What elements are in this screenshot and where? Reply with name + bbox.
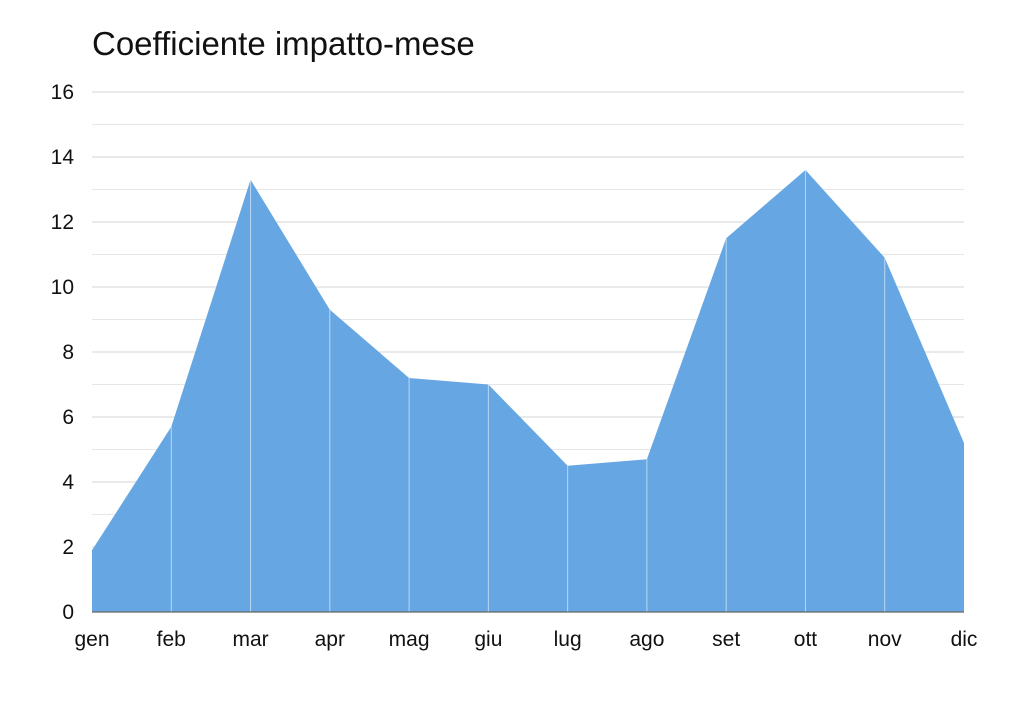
y-tick-label: 12 bbox=[51, 211, 74, 234]
x-tick-label: nov bbox=[868, 628, 902, 651]
y-tick-label: 4 bbox=[62, 471, 74, 494]
x-tick-label: lug bbox=[554, 628, 582, 651]
x-tick-label: mar bbox=[232, 628, 268, 651]
y-tick-label: 10 bbox=[51, 276, 74, 299]
y-tick-label: 6 bbox=[62, 406, 74, 429]
y-tick-label: 8 bbox=[62, 341, 74, 364]
y-tick-labels: 0 2 4 6 8 10 12 14 16 bbox=[51, 81, 75, 624]
x-tick-label: dic bbox=[951, 628, 978, 651]
y-tick-label: 0 bbox=[62, 601, 74, 624]
x-tick-label: giu bbox=[474, 628, 502, 651]
series-area bbox=[92, 170, 964, 612]
x-tick-label: ott bbox=[794, 628, 818, 651]
x-tick-label: set bbox=[712, 628, 740, 651]
y-tick-label: 16 bbox=[51, 81, 74, 104]
area-fill bbox=[92, 170, 964, 612]
y-tick-label: 2 bbox=[62, 536, 74, 559]
x-tick-label: feb bbox=[157, 628, 186, 651]
x-tick-label: mag bbox=[389, 628, 430, 651]
y-tick-label: 14 bbox=[51, 146, 75, 169]
x-tick-label: ago bbox=[629, 628, 664, 651]
x-tick-label: gen bbox=[74, 628, 109, 651]
x-tick-labels: gen feb mar apr mag giu lug ago set ott nov dic bbox=[74, 628, 977, 651]
x-tick-label: apr bbox=[315, 628, 345, 651]
chart-title: Coefficiente impatto-mese bbox=[92, 25, 475, 62]
